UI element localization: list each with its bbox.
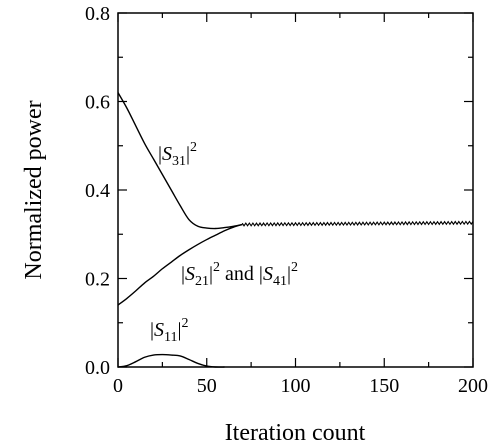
series-line-s31 <box>117 92 243 230</box>
y-tick-label: 0.8 <box>85 3 110 25</box>
tick-labels: 0 50 100 150 200 0.0 0.2 0.4 0.6 0.8 <box>85 3 488 397</box>
x-axis-title: Iteration count <box>225 420 366 446</box>
series-lines <box>117 92 474 368</box>
x-tick-label: 100 <box>281 375 311 397</box>
series-line-s21-s41 <box>117 223 243 306</box>
series-line-s11 <box>117 353 225 368</box>
annotation-s11: |S11|2 <box>150 316 189 345</box>
x-tick-label: 0 <box>113 375 123 397</box>
x-tick-label: 150 <box>369 375 399 397</box>
annotation-s21-s41: |S21|2 and |S41|2 <box>181 260 298 289</box>
y-tick-label: 0.4 <box>85 180 110 202</box>
y-tick-label: 0.6 <box>85 92 110 114</box>
x-tick-label: 50 <box>197 375 217 397</box>
series-line-converged <box>241 220 474 227</box>
x-tick-label: 200 <box>458 375 488 397</box>
y-tick-label: 0.0 <box>85 357 110 379</box>
y-axis-title: Normalized power <box>21 100 47 279</box>
y-tick-label: 0.2 <box>85 269 110 291</box>
axis-ticks <box>117 12 474 368</box>
annotation-s31: |S31|2 <box>158 140 197 169</box>
